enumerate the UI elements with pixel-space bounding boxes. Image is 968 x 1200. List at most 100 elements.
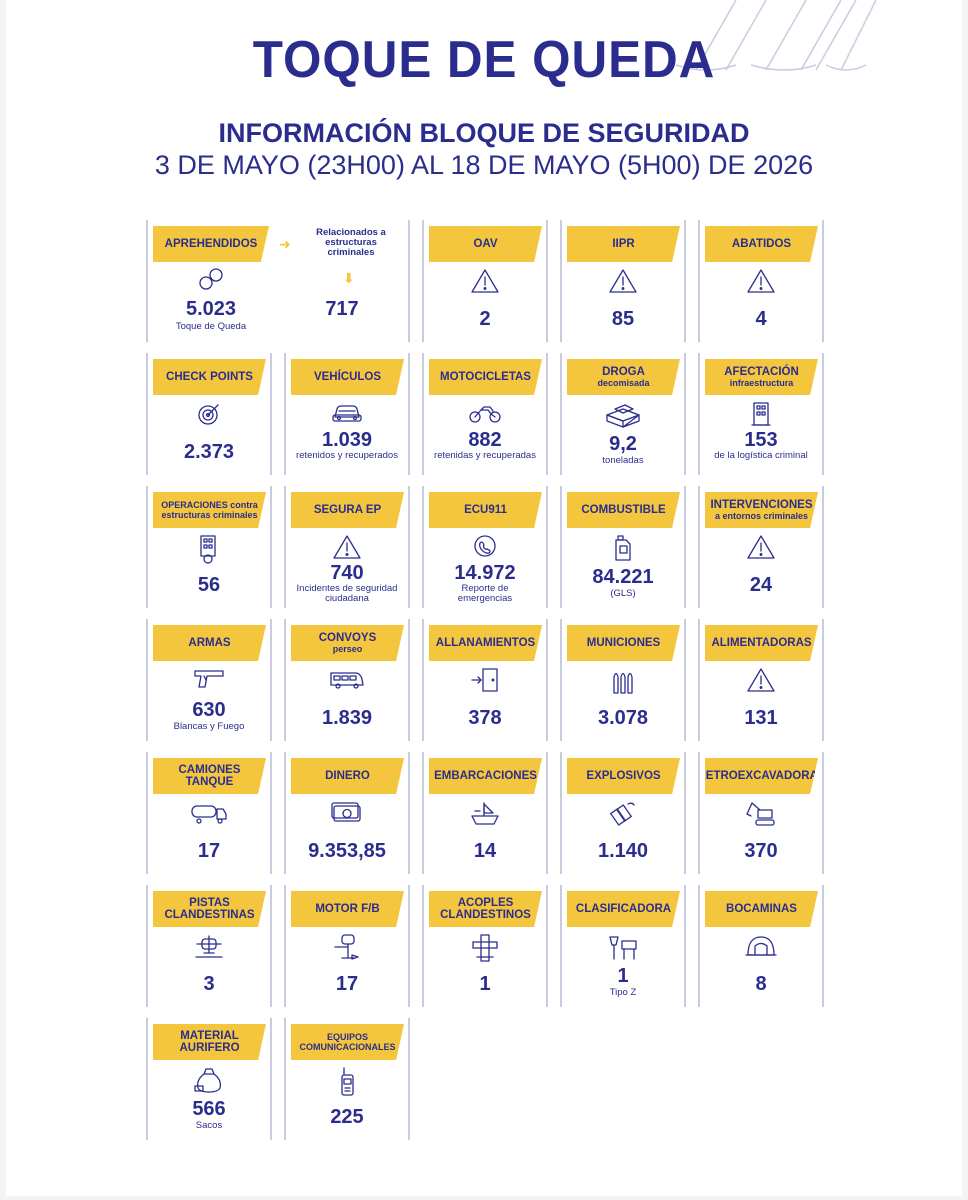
stat-card: MOTOR F/B 17 bbox=[284, 885, 410, 1007]
explosive-icon bbox=[562, 800, 684, 826]
card-header: APREHENDIDOS bbox=[153, 226, 269, 262]
pipe-coupling-icon bbox=[424, 933, 546, 962]
gun-icon bbox=[148, 667, 270, 693]
fuel-can-icon bbox=[562, 534, 684, 561]
card-header: MATERIAL AURIFERO bbox=[153, 1024, 266, 1060]
card-value: 8 bbox=[755, 973, 767, 995]
warning-icon bbox=[424, 268, 546, 294]
card-label: CAMIONES TANQUE bbox=[178, 764, 241, 788]
card-header: ALIMENTADORAS bbox=[705, 625, 818, 661]
decorative-stripes bbox=[675, 0, 877, 71]
excavator-icon bbox=[700, 800, 822, 826]
card-value: 882 bbox=[468, 429, 502, 451]
stat-card: CLASIFICADORA 1 Tipo Z bbox=[560, 885, 686, 1007]
card-caption: Tipo Z bbox=[609, 987, 637, 998]
related-label: Relacionados a estructuras criminales bbox=[316, 227, 386, 258]
stat-card: MOTOCICLETAS 882 retenidas y recuperadas bbox=[422, 353, 548, 475]
card-header: AFECTACIÓN infraestructura bbox=[705, 359, 818, 395]
van-icon bbox=[286, 667, 408, 693]
card-value: 3.078 bbox=[597, 707, 649, 729]
card-value: 9.353,85 bbox=[308, 840, 386, 862]
card-header: EMBARCACIONES bbox=[429, 758, 542, 794]
stat-card: OPERACIONES contra estructuras criminale… bbox=[146, 486, 272, 608]
card-header: CLASIFICADORA bbox=[567, 891, 680, 927]
card-caption: (GLS) bbox=[610, 588, 636, 599]
card-value: 56 bbox=[197, 574, 221, 596]
stat-card: AFECTACIÓN infraestructura 153 de la logíst… bbox=[698, 353, 824, 475]
card-header: SEGURA EP bbox=[291, 492, 404, 528]
card-label: SEGURA EP bbox=[313, 504, 382, 516]
card-sublabel: infraestructura bbox=[729, 378, 794, 388]
card-header: OPERACIONES contra estructuras criminale… bbox=[153, 492, 266, 528]
card-value: 85 bbox=[611, 308, 635, 330]
card-header: MUNICIONES bbox=[567, 625, 680, 661]
card-label: ABATIDOS bbox=[731, 238, 792, 250]
warning-icon bbox=[286, 534, 408, 560]
card-header: MOTOR F/B bbox=[291, 891, 404, 927]
card-value: 5.023 bbox=[185, 298, 237, 320]
card-label: ALIMENTADORAS bbox=[711, 637, 812, 649]
stat-card: ECU911 14.972 Reporte de emergencias bbox=[422, 486, 548, 608]
card-value: 1.039 bbox=[321, 429, 373, 451]
card-label: MOTOCICLETAS bbox=[440, 371, 531, 383]
card-label: OAV bbox=[473, 238, 498, 250]
card-label: INTERVENCIONES bbox=[710, 499, 813, 511]
card-label: APREHENDIDOS bbox=[164, 238, 258, 250]
page-subtitle: INFORMACIÓN BLOQUE DE SEGURIDAD bbox=[218, 118, 750, 148]
stat-card: ARMAS 630 Blancas y Fuego bbox=[146, 619, 272, 741]
card-value: 1 bbox=[617, 965, 629, 987]
stat-card: BOCAMINAS 8 bbox=[698, 885, 824, 1007]
card-header: EQUIPOS COMUNICACIONALES bbox=[291, 1024, 404, 1060]
stat-card: CONVOYS perseo 1.839 bbox=[284, 619, 410, 741]
card-header: RETROEXCAVADORAS bbox=[705, 758, 818, 794]
stat-card: PISTAS CLANDESTINAS 3 bbox=[146, 885, 272, 1007]
card-value: 566 bbox=[192, 1098, 226, 1120]
card-header: ALLANAMIENTOS bbox=[429, 625, 542, 661]
card-label: AFECTACIÓN bbox=[724, 366, 799, 378]
handcuffs-icon bbox=[148, 266, 274, 292]
card-label: MATERIAL AURIFERO bbox=[179, 1030, 240, 1054]
card-caption: retenidos y recuperados bbox=[296, 450, 398, 461]
arrow-right-icon: ➜ bbox=[279, 236, 291, 252]
card-caption: toneladas bbox=[602, 455, 644, 466]
card-label: DINERO bbox=[325, 770, 370, 782]
stat-card: INTERVENCIONES a entornos criminales 24 bbox=[698, 486, 824, 608]
card-header: COMBUSTIBLE bbox=[567, 492, 680, 528]
warning-icon bbox=[562, 268, 684, 294]
card-aprehendidos: APREHENDIDOS ➜ Relacionados a estructura… bbox=[146, 220, 410, 342]
stat-card: IIPR 85 bbox=[560, 220, 686, 342]
card-label: EMBARCACIONES bbox=[434, 770, 537, 782]
card-label: VEHÍCULOS bbox=[313, 371, 382, 383]
card-caption: Reporte de emergencias bbox=[457, 583, 513, 604]
card-caption: de la logística criminal bbox=[714, 450, 808, 461]
card-header: CAMIONES TANQUE bbox=[153, 758, 266, 794]
card-header: ABATIDOS bbox=[705, 226, 818, 262]
drug-packages-icon bbox=[562, 401, 684, 428]
card-value: 17 bbox=[197, 840, 221, 862]
stat-card: SEGURA EP 740 Incidentes de seguridad ciud… bbox=[284, 486, 410, 608]
card-header: ACOPLES CLANDESTINOS bbox=[429, 891, 542, 927]
card-value: 378 bbox=[468, 707, 502, 729]
bullets-icon bbox=[562, 667, 684, 694]
card-value: 4 bbox=[755, 308, 767, 330]
building-gear-icon bbox=[148, 534, 270, 564]
date-range: 3 DE MAYO (23H00) AL 18 DE MAYO (5H00) D… bbox=[154, 150, 814, 180]
card-header: BOCAMINAS bbox=[705, 891, 818, 927]
stat-card: CHECK POINTS 2.373 bbox=[146, 353, 272, 475]
card-header: VEHÍCULOS bbox=[291, 359, 404, 395]
card-label: MOTOR F/B bbox=[315, 903, 380, 915]
card-sublabel: perseo bbox=[332, 644, 363, 654]
card-header: CONVOYS perseo bbox=[291, 625, 404, 661]
boat-icon bbox=[424, 800, 546, 826]
stat-card: CAMIONES TANQUE 17 bbox=[146, 752, 272, 874]
card-value: 153 bbox=[744, 429, 778, 451]
card-value: 630 bbox=[192, 699, 226, 721]
mine-entrance-icon bbox=[700, 933, 822, 959]
stat-card: MATERIAL AURIFERO 566 Sacos bbox=[146, 1018, 272, 1140]
card-header: ARMAS bbox=[153, 625, 266, 661]
stat-card: ABATIDOS 4 bbox=[698, 220, 824, 342]
card-caption: Toque de Queda bbox=[175, 321, 247, 332]
card-caption: Blancas y Fuego bbox=[173, 721, 245, 732]
card-header: PISTAS CLANDESTINAS bbox=[153, 891, 266, 927]
card-header: IIPR bbox=[567, 226, 680, 262]
